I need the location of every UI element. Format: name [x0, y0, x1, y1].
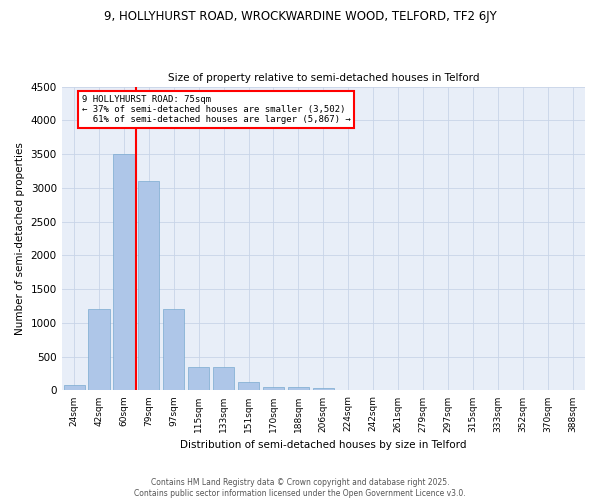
Bar: [263, 387, 284, 390]
Bar: [288, 387, 309, 390]
Bar: [113, 154, 134, 390]
Bar: [88, 310, 110, 390]
Title: Size of property relative to semi-detached houses in Telford: Size of property relative to semi-detach…: [167, 73, 479, 83]
Bar: [64, 385, 85, 390]
Bar: [163, 310, 184, 390]
X-axis label: Distribution of semi-detached houses by size in Telford: Distribution of semi-detached houses by …: [180, 440, 467, 450]
Text: Contains HM Land Registry data © Crown copyright and database right 2025.
Contai: Contains HM Land Registry data © Crown c…: [134, 478, 466, 498]
Y-axis label: Number of semi-detached properties: Number of semi-detached properties: [15, 142, 25, 335]
Text: 9, HOLLYHURST ROAD, WROCKWARDINE WOOD, TELFORD, TF2 6JY: 9, HOLLYHURST ROAD, WROCKWARDINE WOOD, T…: [104, 10, 496, 23]
Bar: [213, 367, 234, 390]
Bar: [238, 382, 259, 390]
Bar: [188, 367, 209, 390]
Text: 9 HOLLYHURST ROAD: 75sqm
← 37% of semi-detached houses are smaller (3,502)
  61%: 9 HOLLYHURST ROAD: 75sqm ← 37% of semi-d…: [82, 94, 350, 124]
Bar: [138, 181, 160, 390]
Bar: [313, 388, 334, 390]
